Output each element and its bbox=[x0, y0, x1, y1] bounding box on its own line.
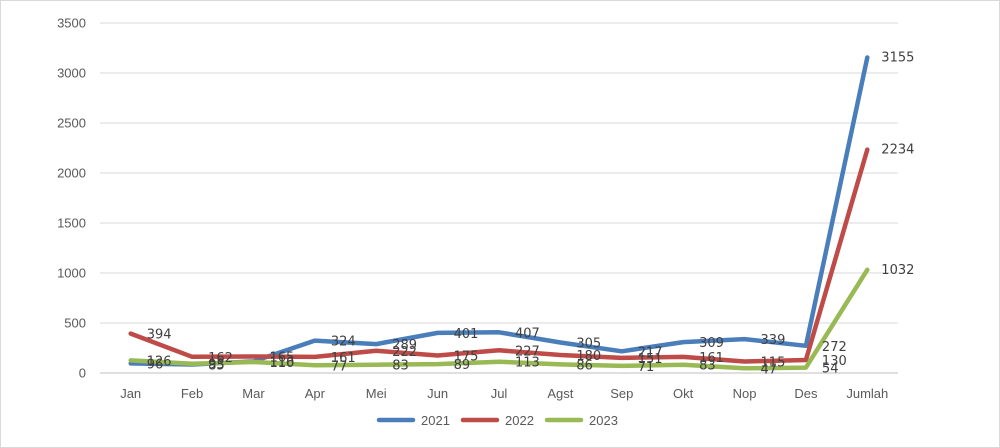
data-label: 54 bbox=[822, 362, 839, 377]
series-line-2023 bbox=[128, 267, 870, 371]
data-label: 217 bbox=[638, 345, 663, 360]
data-label: 2234 bbox=[881, 143, 914, 158]
x-tick-label: Jumlah bbox=[846, 386, 888, 401]
data-label: 71 bbox=[638, 360, 655, 375]
data-label: 110 bbox=[269, 356, 294, 371]
x-tick-label: Mar bbox=[242, 386, 265, 401]
data-label: 83 bbox=[699, 359, 716, 374]
data-label: 227 bbox=[515, 344, 540, 359]
series-line-2021 bbox=[128, 55, 870, 367]
y-tick-label: 1000 bbox=[57, 266, 86, 281]
x-tick-label: Agst bbox=[547, 386, 573, 401]
data-label: 116 bbox=[269, 355, 294, 370]
legend-label: 2021 bbox=[421, 413, 450, 428]
x-tick-label: Mei bbox=[366, 386, 387, 401]
data-label: 175 bbox=[454, 350, 479, 365]
data-label: 85 bbox=[208, 359, 225, 374]
data-label: 47 bbox=[761, 362, 778, 377]
data-label: 407 bbox=[515, 326, 540, 341]
data-label: 3155 bbox=[881, 51, 914, 66]
y-tick-label: 2000 bbox=[57, 166, 86, 181]
legend-label: 2023 bbox=[589, 413, 618, 428]
legend-label: 2022 bbox=[505, 413, 534, 428]
data-label: 180 bbox=[576, 349, 601, 364]
data-label: 339 bbox=[761, 333, 786, 348]
data-label: 151 bbox=[638, 352, 663, 367]
data-label: 289 bbox=[392, 338, 417, 353]
data-label: 130 bbox=[822, 354, 847, 369]
y-tick-label: 3000 bbox=[57, 66, 86, 81]
data-label: 89 bbox=[454, 358, 471, 373]
data-label: 324 bbox=[331, 335, 356, 350]
x-tick-label: Nop bbox=[733, 386, 757, 401]
data-label: 161 bbox=[699, 351, 724, 366]
series-line-2022 bbox=[128, 147, 870, 364]
data-label: 1032 bbox=[881, 263, 914, 278]
data-label: 77 bbox=[331, 359, 348, 374]
data-label: 165 bbox=[269, 351, 294, 366]
y-tick-label: 3500 bbox=[57, 16, 86, 31]
data-label: 86 bbox=[576, 358, 593, 373]
data-label: 115 bbox=[761, 356, 786, 371]
data-label: 401 bbox=[454, 327, 479, 342]
data-label: 272 bbox=[822, 340, 847, 355]
data-label: 394 bbox=[147, 328, 172, 343]
y-tick-label: 500 bbox=[64, 316, 86, 331]
x-tick-label: Jan bbox=[120, 386, 141, 401]
x-tick-label: Feb bbox=[181, 386, 203, 401]
x-tick-label: Des bbox=[794, 386, 818, 401]
data-label: 83 bbox=[392, 359, 409, 374]
y-tick-label: 1500 bbox=[57, 216, 86, 231]
data-label: 309 bbox=[699, 336, 724, 351]
data-label: 161 bbox=[331, 351, 356, 366]
data-label: 93 bbox=[208, 358, 225, 373]
x-tick-label: Okt bbox=[673, 386, 694, 401]
y-tick-label: 2500 bbox=[57, 116, 86, 131]
data-label: 305 bbox=[576, 337, 601, 352]
x-tick-label: Jul bbox=[491, 386, 508, 401]
y-tick-label: 0 bbox=[79, 366, 86, 381]
x-tick-label: Sep bbox=[610, 386, 633, 401]
data-label: 96 bbox=[147, 357, 164, 372]
x-tick-label: Jun bbox=[427, 386, 448, 401]
data-label: 162 bbox=[208, 351, 233, 366]
x-tick-label: Apr bbox=[305, 386, 326, 401]
data-label: 126 bbox=[147, 354, 172, 369]
data-label: 222 bbox=[392, 345, 417, 360]
data-label: 113 bbox=[515, 356, 540, 371]
